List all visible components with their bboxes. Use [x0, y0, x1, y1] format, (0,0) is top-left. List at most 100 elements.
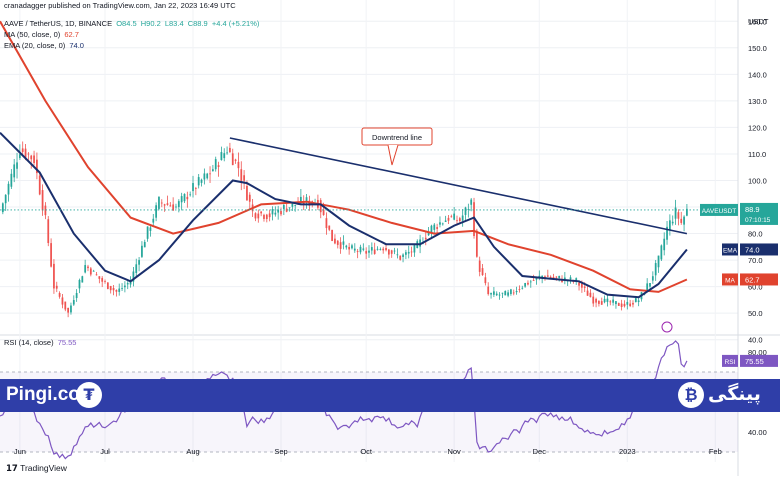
- candle-body: [575, 278, 578, 281]
- candle-body: [138, 260, 140, 265]
- price-tick-label: 140.0: [748, 70, 767, 79]
- candle-body: [603, 298, 606, 303]
- candle-body: [143, 241, 146, 248]
- annotation-text: Downtrend line: [372, 133, 422, 142]
- candle-body: [104, 280, 106, 282]
- candle-body: [240, 169, 243, 181]
- ma-legend[interactable]: MA (50, close, 0) 62.7: [4, 30, 79, 39]
- ma50-line: [0, 20, 688, 293]
- candle-body: [254, 213, 257, 219]
- candle-body: [393, 250, 396, 252]
- rsi-badge-bg: [740, 354, 778, 367]
- tradingview-icon: 17: [6, 464, 18, 474]
- candle-body: [95, 274, 98, 276]
- candle-body: [589, 292, 592, 298]
- candle-body: [299, 196, 302, 203]
- candle-body: [152, 218, 155, 223]
- candle-body: [586, 290, 589, 296]
- ema-badge-label: EMA: [723, 247, 738, 254]
- candle-body: [615, 301, 617, 305]
- candle-body: [169, 205, 172, 207]
- price-tick-label: 80.0: [748, 230, 763, 239]
- candle-body: [328, 225, 331, 230]
- candle-body: [13, 164, 16, 178]
- downtrend-annotation: Downtrend line: [361, 127, 433, 166]
- price-tick-label: 50.0: [748, 309, 763, 318]
- candle-body: [634, 298, 637, 303]
- candle-body: [376, 248, 379, 250]
- tradingview-logo[interactable]: 17 TradingView: [6, 463, 67, 474]
- candle-body: [129, 281, 132, 285]
- candle-body: [527, 282, 529, 285]
- candle-body: [325, 218, 328, 229]
- candle-body: [478, 260, 481, 272]
- candle-body: [177, 201, 180, 208]
- candle-body: [226, 152, 228, 154]
- rsi-tick-label: 80.00: [748, 348, 767, 357]
- candle-body: [382, 248, 385, 251]
- ema-legend[interactable]: EMA (20, close, 0) 74.0: [4, 41, 84, 50]
- candle-body: [336, 240, 339, 245]
- candle-body: [569, 277, 572, 280]
- candle-body: [370, 247, 373, 251]
- candle-body: [271, 209, 274, 215]
- candle-body: [626, 301, 629, 305]
- candle-body: [50, 243, 52, 267]
- candle-body: [87, 266, 89, 269]
- candle-body: [507, 292, 509, 296]
- candle-body: [529, 281, 532, 283]
- ema20-line: [0, 131, 688, 299]
- candle-body: [598, 300, 600, 304]
- candle-body: [44, 205, 47, 216]
- candle-body: [248, 194, 251, 202]
- candle-body: [396, 254, 399, 256]
- candle-body: [203, 173, 206, 180]
- ma-badge-label-bg: [722, 273, 738, 286]
- candle-body: [257, 213, 260, 219]
- candle-body: [504, 290, 507, 296]
- candle-body: [620, 303, 623, 307]
- time-tick-label: Dec: [533, 447, 547, 456]
- ohlc-close: C88.9: [187, 19, 208, 28]
- candle-body: [217, 165, 220, 167]
- candle-body: [578, 282, 580, 286]
- candle-body: [192, 183, 194, 192]
- candle-body: [331, 229, 333, 241]
- time-tick-label: Feb: [709, 447, 722, 456]
- candle-body: [668, 220, 671, 230]
- candle-body: [4, 194, 7, 204]
- candle-body: [78, 279, 81, 289]
- candle-body: [237, 161, 240, 169]
- candle-body: [677, 212, 680, 219]
- candle-body: [368, 250, 370, 253]
- candle-body: [524, 283, 526, 287]
- candle-body: [359, 246, 362, 253]
- ema-badge-value-bg: [740, 243, 778, 256]
- currency-label: USDT: [748, 17, 769, 26]
- candle-body: [419, 239, 421, 247]
- candle-body: [617, 303, 620, 306]
- candle-body: [583, 286, 586, 288]
- candle-body: [490, 293, 492, 295]
- candle-body: [405, 252, 407, 255]
- price-tick-label: 110.0: [748, 150, 766, 159]
- symbol-line: AAVE / TetherUS, 1D, BINANCE O84.5 H90.2…: [4, 19, 259, 28]
- candle-body: [220, 152, 223, 161]
- candle-body: [546, 275, 549, 277]
- time-tick-label: 2023: [619, 447, 636, 456]
- rsi-legend[interactable]: RSI (14, close) 75.55: [4, 338, 76, 347]
- candle-body: [146, 226, 149, 239]
- symbol-badge-text: AAVEUSDT: [702, 208, 737, 215]
- candle-body: [172, 204, 175, 211]
- candle-body: [430, 225, 433, 233]
- candle-body: [89, 268, 92, 275]
- candle-body: [674, 207, 677, 219]
- candle-body: [285, 208, 288, 212]
- price-tick-label: 130.0: [748, 97, 767, 106]
- bar-countdown: 07:10:15: [745, 217, 771, 224]
- candle-body: [651, 276, 654, 281]
- candle-body: [353, 248, 356, 251]
- candle-body: [274, 212, 277, 215]
- time-tick-label: Oct: [360, 447, 373, 456]
- price-tick-label: 60.0: [748, 283, 763, 292]
